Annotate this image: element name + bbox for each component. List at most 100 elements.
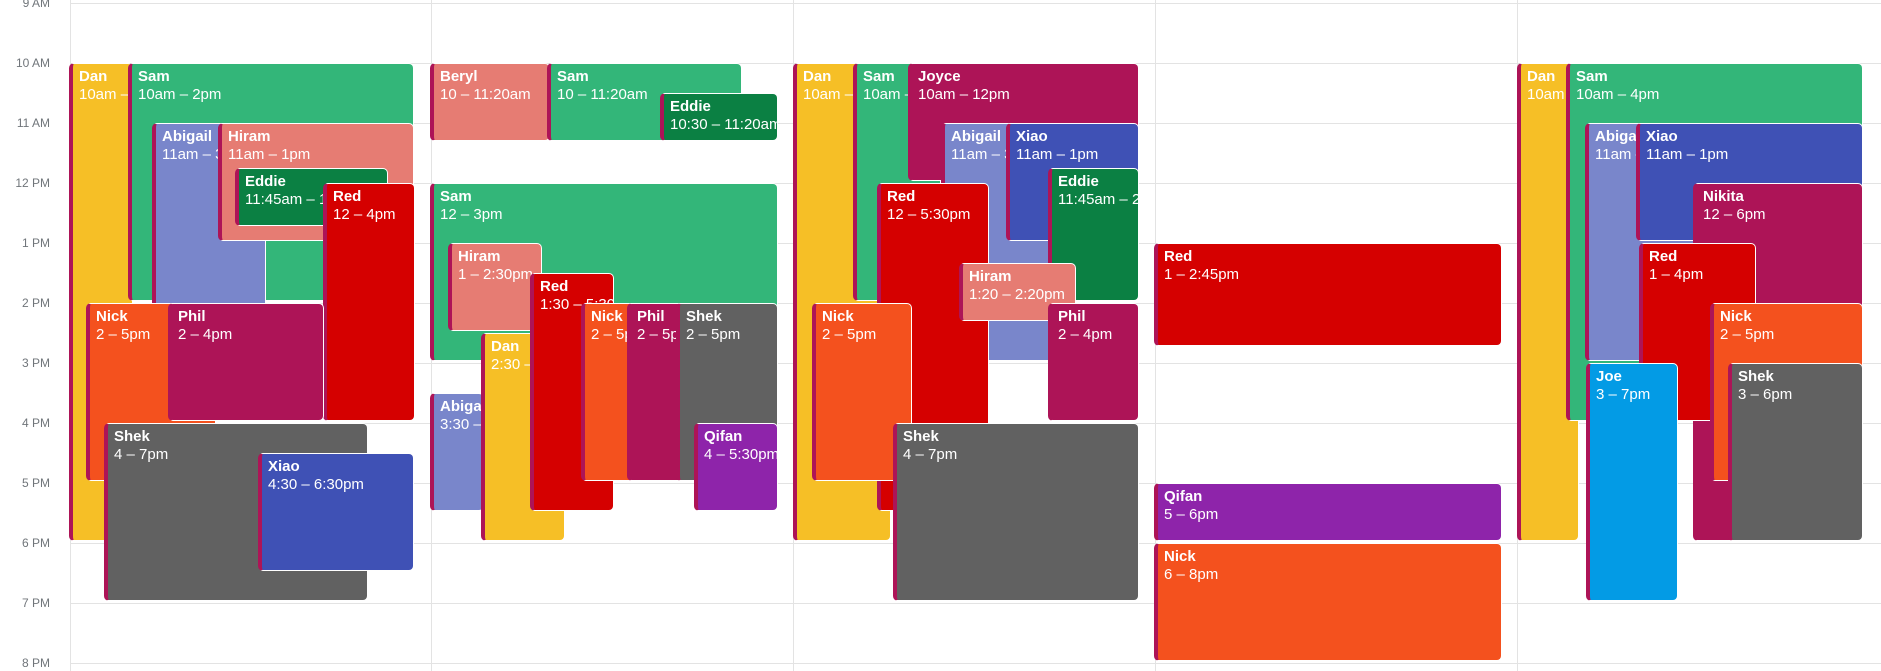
event-time: 12 – 3pm <box>440 206 503 223</box>
hour-label: 6 PM <box>21 536 50 550</box>
hour-gridline <box>70 3 1881 4</box>
event-title: Sam <box>557 68 589 85</box>
event-time: 2 – 5pm <box>822 326 877 343</box>
event-time: 4 – 7pm <box>903 446 958 463</box>
event-title: Nick <box>1164 548 1196 565</box>
calendar-event[interactable]: Hiram 1 – 2:30pm <box>448 243 542 331</box>
event-time: 3:30 – 5:30pm <box>440 416 483 433</box>
calendar-event[interactable]: Qifan 5 – 6pm <box>1154 483 1502 541</box>
event-title: Phil <box>1058 308 1086 325</box>
event-time: 2 – 5pm <box>1720 326 1775 343</box>
hour-label: 2 PM <box>21 296 50 310</box>
event-title: Phil <box>178 308 206 325</box>
calendar-event[interactable]: Nick 6 – 8pm <box>1154 543 1502 661</box>
event-time: 5 – 6pm <box>1164 506 1219 523</box>
event-time: 10 – 11:20am <box>440 86 531 103</box>
event-title: Nick <box>1720 308 1752 325</box>
event-time: 10am – 6pm <box>1527 86 1578 103</box>
hour-label: 3 PM <box>21 356 50 370</box>
hour-gridline <box>70 603 1881 604</box>
event-time: 2 – 5pm <box>637 326 684 343</box>
calendar-event[interactable]: Abigail3:30 – 5:30pm <box>430 393 484 511</box>
event-time: 2 – 5pm <box>686 326 741 343</box>
event-time: 11am – 1pm <box>1646 146 1729 163</box>
calendar-event[interactable]: Joe 3 – 7pm <box>1586 363 1678 601</box>
event-title: Hiram <box>228 128 271 145</box>
event-title: Red <box>1164 248 1193 265</box>
event-title: Phil <box>637 308 665 325</box>
event-title: Sam <box>138 68 170 85</box>
event-title: Hiram <box>969 268 1012 285</box>
event-title: Joyce <box>918 68 961 85</box>
calendar-event[interactable]: Phil 2 – 4pm <box>168 303 324 421</box>
event-time: 6 – 8pm <box>1164 566 1219 583</box>
hour-label: 7 PM <box>21 596 50 610</box>
event-title: Eddie <box>245 173 286 190</box>
hour-label: 1 PM <box>21 236 50 250</box>
event-time: 12 – 6pm <box>1703 206 1766 223</box>
event-time: 2 – 4pm <box>178 326 233 343</box>
event-time: 1 – 2:45pm <box>1164 266 1240 283</box>
hour-label: 5 PM <box>21 476 50 490</box>
event-time: 1 – 2:30pm <box>458 266 534 283</box>
event-title: Shek <box>1738 368 1774 385</box>
event-time: 12 – 5:30pm <box>887 206 971 223</box>
event-time: 4:30 – 6:30pm <box>268 476 364 493</box>
event-title: Red <box>1649 248 1678 265</box>
event-time: 1:20 – 2:20pm <box>969 286 1065 303</box>
calendar-event[interactable]: Xiao 4:30 – 6:30pm <box>258 453 414 571</box>
calendar-event[interactable]: Qifan 4 – 5:30pm <box>694 423 778 511</box>
calendar-event[interactable]: Red 1 – 2:45pm <box>1154 243 1502 346</box>
hour-label: 4 PM <box>21 416 50 430</box>
event-time: 10:30 – 11:20am <box>670 116 778 133</box>
event-title: Sam <box>863 68 895 85</box>
event-time: 2 – 4pm <box>1058 326 1113 343</box>
calendar-event[interactable]: Red 12 – 4pm <box>323 183 415 421</box>
calendar-event[interactable]: Phil 2 – 4pm <box>1048 303 1139 421</box>
event-title: Red <box>887 188 916 205</box>
hour-label: 12 PM <box>15 176 50 190</box>
event-title: Shek <box>114 428 150 445</box>
event-time: 3 – 7pm <box>1596 386 1651 403</box>
event-time: 2 – 5pm <box>591 326 638 343</box>
event-title: Red <box>540 278 569 295</box>
event-title: Nick <box>96 308 128 325</box>
hour-label: 10 AM <box>15 56 50 70</box>
event-title: Qifan <box>1164 488 1203 505</box>
event-title: Xiao <box>1016 128 1048 145</box>
event-title: Xiao <box>1646 128 1678 145</box>
event-title: Eddie <box>1058 173 1099 190</box>
event-title: Nick <box>591 308 623 325</box>
hour-label: 8 PM <box>21 656 50 670</box>
event-time: 10am – 4pm <box>1576 86 1660 103</box>
event-time: 12 – 4pm <box>333 206 396 223</box>
event-title: Dan <box>491 338 520 355</box>
calendar-event[interactable]: Beryl 10 – 11:20am <box>430 63 550 141</box>
event-title: Joe <box>1596 368 1622 385</box>
event-title: Shek <box>903 428 939 445</box>
hour-label: 9 AM <box>22 0 50 10</box>
event-title: Abigail <box>1595 128 1646 145</box>
event-title: Dan <box>79 68 108 85</box>
event-title: Xiao <box>268 458 300 475</box>
event-title: Abigail <box>951 128 1002 145</box>
event-time: 10am – 6pm <box>79 86 132 103</box>
event-title: Beryl <box>440 68 478 85</box>
event-time: 10am – 12pm <box>918 86 1010 103</box>
calendar-event[interactable]: Shek 4 – 7pm <box>893 423 1139 601</box>
event-title: Hiram <box>458 248 501 265</box>
event-title: Eddie <box>670 98 711 115</box>
event-time: 4 – 5:30pm <box>704 446 778 463</box>
event-time: 11:45am – 2pm <box>1058 191 1138 208</box>
event-title: Red <box>333 188 362 205</box>
event-title: Abigail <box>162 128 213 145</box>
event-time: 2 – 5pm <box>96 326 151 343</box>
event-title: Sam <box>1576 68 1608 85</box>
event-time: 3 – 6pm <box>1738 386 1793 403</box>
calendar-event[interactable]: Eddie 10:30 – 11:20am <box>660 93 778 141</box>
event-time: 4 – 7pm <box>114 446 169 463</box>
calendar-event[interactable]: Shek 3 – 6pm <box>1728 363 1863 541</box>
event-time: 11:45am – 1pm <box>245 191 349 208</box>
hour-label: 11 AM <box>16 116 50 130</box>
